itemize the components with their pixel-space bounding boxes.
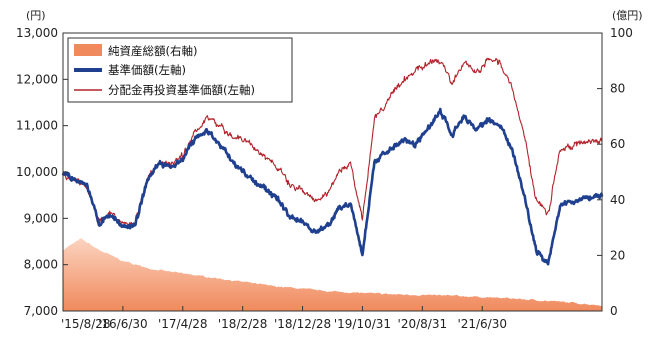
left-axis-tick-label: 12,000 [16, 72, 58, 86]
x-axis-tick-label: '19/10/31 [334, 317, 391, 331]
right-axis-tick-label: 40 [610, 193, 625, 207]
x-axis: '15/8/28'16/6/30 '17/4/28 '18/2/28 '18/12/2… [61, 306, 507, 331]
right-axis-tick-label: 20 [610, 248, 625, 262]
right-axis: 0 20 40 60 80 100 [597, 26, 633, 318]
legend-swatch-net-assets [74, 44, 102, 56]
left-axis-tick-label: 11,000 [16, 119, 58, 133]
net-assets-area-layer [63, 238, 602, 311]
line-series-layer [61, 57, 604, 266]
x-axis-tick-label: '21/6/30 [457, 317, 507, 331]
x-axis-tick-label: '20/8/31 [398, 317, 448, 331]
right-axis-tick-label: 100 [610, 26, 633, 40]
left-axis-tick-label: 7,000 [24, 304, 58, 318]
legend-label-net-assets: 純資産総額(右軸) [108, 44, 197, 58]
right-axis-tick-label: 80 [610, 82, 625, 96]
net-assets-area [63, 238, 602, 311]
x-axis-tick-label: '15/8/28 [61, 317, 111, 331]
left-axis-tick-label: 13,000 [16, 26, 58, 40]
legend-label-reinvested: 分配金再投資基準価額(左軸) [108, 83, 255, 97]
left-axis-tick-label: 9,000 [24, 211, 58, 225]
left-axis: 7,000 8,000 9,000 10,000 11,000 12,000 13,000 [16, 26, 68, 318]
x-axis-tick-label: '18/12/28 [274, 317, 331, 331]
legend: 純資産総額(右軸) 基準価額(左軸) 分配金再投資基準価額(左軸) [67, 37, 293, 103]
nav-line [61, 107, 604, 266]
left-axis-tick-label: 10,000 [16, 165, 58, 179]
x-axis-tick-label: '16/6/30 [98, 317, 148, 331]
right-axis-tick-label: 60 [610, 137, 625, 151]
x-axis-tick-label: '17/4/28 [158, 317, 208, 331]
x-axis-tick-label: '18/2/28 [218, 317, 268, 331]
right-axis-unit: (億円) [612, 9, 643, 22]
left-axis-unit: (円) [26, 9, 46, 22]
left-axis-tick-label: 8,000 [24, 258, 58, 272]
right-axis-tick-label: 0 [610, 304, 618, 318]
legend-label-nav: 基準価額(左軸) [108, 63, 186, 77]
legend-box [67, 37, 293, 103]
